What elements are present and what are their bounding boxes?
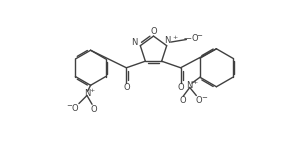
Text: +: + — [89, 88, 94, 93]
Text: +: + — [192, 80, 197, 85]
Text: N: N — [187, 81, 193, 90]
Text: O: O — [177, 83, 184, 92]
Text: N: N — [164, 36, 171, 46]
Text: O: O — [196, 96, 203, 105]
Text: +: + — [172, 35, 177, 40]
Text: O: O — [71, 104, 78, 113]
Text: O: O — [191, 34, 198, 43]
Text: —: — — [184, 34, 191, 43]
Text: −: − — [201, 95, 207, 101]
Text: O: O — [91, 104, 98, 114]
Text: O: O — [179, 97, 186, 105]
Text: N: N — [131, 38, 137, 47]
Text: −: − — [67, 103, 72, 109]
Text: O: O — [150, 27, 157, 36]
Text: −: − — [196, 33, 203, 39]
Text: O: O — [123, 83, 130, 92]
Text: N: N — [84, 89, 90, 98]
